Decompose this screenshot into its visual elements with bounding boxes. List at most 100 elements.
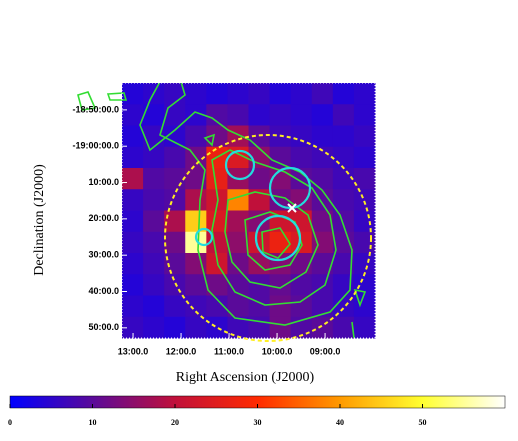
cell bbox=[122, 146, 144, 169]
cell bbox=[143, 104, 165, 126]
cell bbox=[122, 125, 144, 148]
cell bbox=[290, 274, 313, 296]
cell bbox=[206, 104, 228, 126]
cell bbox=[122, 316, 144, 339]
cell bbox=[353, 189, 376, 211]
cell bbox=[143, 168, 165, 190]
x-tick-label: 11:00.0 bbox=[214, 346, 244, 356]
cell bbox=[248, 274, 271, 296]
colorbar-tick-label: 40 bbox=[336, 418, 344, 427]
x-axis-label: Right Ascension (J2000) bbox=[176, 370, 315, 385]
cell bbox=[269, 274, 292, 296]
x-tick-label: 13:00.0 bbox=[118, 346, 149, 356]
cell bbox=[122, 83, 144, 105]
cell bbox=[206, 316, 228, 339]
cell bbox=[206, 125, 228, 148]
y-tick-label: 50:00.0 bbox=[88, 322, 119, 332]
contour bbox=[353, 288, 367, 308]
cell bbox=[206, 168, 228, 190]
cell bbox=[143, 189, 165, 211]
cell bbox=[332, 316, 355, 339]
cell bbox=[269, 231, 292, 254]
cell bbox=[311, 253, 334, 275]
cell bbox=[353, 104, 376, 126]
cell bbox=[143, 231, 165, 254]
contour bbox=[139, 83, 353, 326]
cell bbox=[311, 83, 334, 105]
cell bbox=[164, 125, 186, 148]
cell bbox=[143, 316, 165, 339]
y-tick-label: -19:00:00.0 bbox=[72, 141, 119, 151]
cell bbox=[311, 210, 334, 233]
contour bbox=[261, 227, 291, 259]
cell bbox=[122, 189, 144, 211]
cell bbox=[185, 316, 207, 339]
cell bbox=[122, 210, 144, 233]
cell bbox=[353, 146, 376, 169]
cell bbox=[164, 210, 186, 233]
contour bbox=[244, 211, 303, 271]
cell bbox=[353, 168, 376, 190]
cell bbox=[122, 231, 144, 254]
source-circle bbox=[224, 149, 256, 181]
cell bbox=[311, 125, 334, 148]
cell bbox=[332, 104, 355, 126]
cell bbox=[206, 210, 228, 233]
cell bbox=[353, 125, 376, 148]
colorbar-tick-label: 10 bbox=[89, 418, 97, 427]
marker bbox=[287, 203, 297, 213]
cell bbox=[290, 83, 313, 105]
cell bbox=[353, 316, 376, 339]
cell bbox=[185, 168, 207, 190]
cell bbox=[332, 189, 355, 211]
region-circle bbox=[164, 134, 372, 342]
cell bbox=[290, 104, 313, 126]
cell bbox=[143, 274, 165, 296]
cell bbox=[353, 253, 376, 275]
cell bbox=[164, 231, 186, 254]
cell bbox=[332, 253, 355, 275]
cell bbox=[248, 104, 271, 126]
source-circle bbox=[254, 214, 302, 262]
cell bbox=[332, 125, 355, 148]
cell bbox=[185, 189, 207, 211]
heatmap bbox=[122, 83, 376, 339]
y-tick-label: 10:00.0 bbox=[88, 177, 119, 187]
cell bbox=[227, 274, 249, 296]
cell bbox=[143, 253, 165, 275]
cell bbox=[164, 274, 186, 296]
cell bbox=[269, 146, 292, 169]
cell bbox=[185, 210, 207, 233]
cell bbox=[311, 104, 334, 126]
y-axis-label: Declination (J2000) bbox=[32, 164, 47, 276]
cell bbox=[248, 83, 271, 105]
colorbar-tick-label: 30 bbox=[254, 418, 262, 427]
cell bbox=[164, 104, 186, 126]
cell bbox=[164, 316, 186, 339]
source-circle bbox=[194, 227, 214, 247]
colorbar-tick-label: 20 bbox=[171, 418, 179, 427]
cell bbox=[290, 125, 313, 148]
cell bbox=[143, 210, 165, 233]
cell bbox=[143, 295, 165, 318]
cell bbox=[269, 316, 292, 339]
x-tick-label: 09:00.0 bbox=[310, 346, 341, 356]
cell bbox=[353, 210, 376, 233]
colorbar-tick-label: 50 bbox=[419, 418, 427, 427]
colorbar-tick-label: 0 bbox=[8, 418, 12, 427]
cell bbox=[227, 231, 249, 254]
source-circle bbox=[268, 166, 312, 210]
cell bbox=[269, 83, 292, 105]
cell bbox=[206, 189, 228, 211]
cell bbox=[143, 146, 165, 169]
cell bbox=[206, 274, 228, 296]
cell bbox=[311, 168, 334, 190]
frame bbox=[121, 82, 376, 339]
x-tick-label: 12:00.0 bbox=[166, 346, 197, 356]
cell bbox=[206, 83, 228, 105]
cell bbox=[122, 274, 144, 296]
overlays bbox=[139, 83, 367, 338]
y-tick-label: 30:00.0 bbox=[88, 250, 119, 260]
cell bbox=[185, 231, 207, 254]
